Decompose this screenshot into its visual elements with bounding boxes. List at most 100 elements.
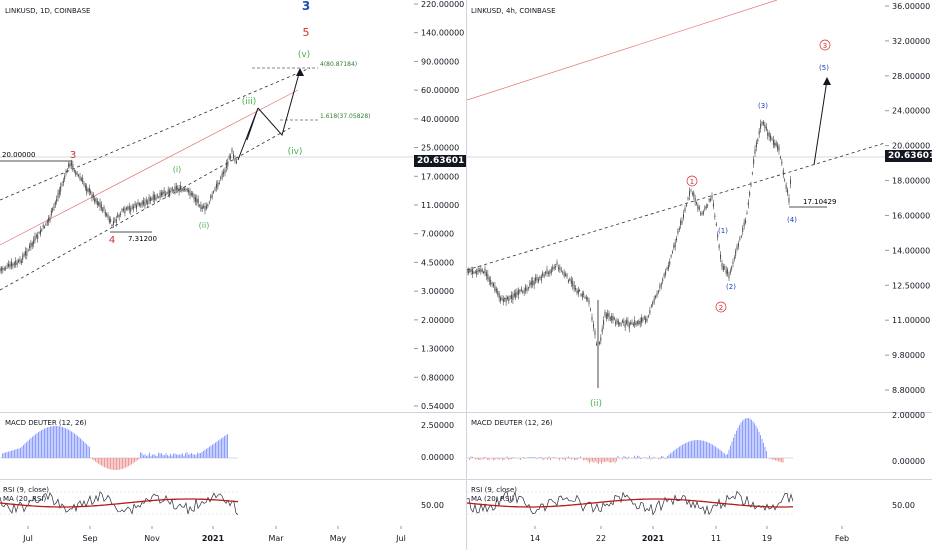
right-macd-bar: [667, 456, 668, 458]
right-candle: [619, 322, 621, 325]
left-macd-bar: [203, 450, 204, 458]
right-macd-bar: [626, 458, 628, 460]
left-price-tick-label: 7.00000: [421, 230, 454, 239]
left-price-tick-label: 4.50000: [421, 258, 454, 267]
left-macd-bar: [5, 452, 6, 458]
left-macd-bar: [59, 426, 60, 458]
right-macd-bar: [742, 420, 743, 458]
right-candle: [788, 197, 790, 203]
left-rsi-pane[interactable]: RSI (9, close) MA (20, RSI): [0, 480, 414, 526]
right-time-axis[interactable]: 14 22 2021 11 19 Feb: [467, 526, 885, 550]
right-candle: [616, 319, 618, 323]
right-chart-pane[interactable]: LINKUSD, 4h, COINBASE 17.10429 1 2 3 (1) (2) (…: [467, 0, 885, 412]
left-candle: [223, 171, 225, 175]
right-candle: [630, 322, 632, 325]
right-candle: [598, 342, 600, 345]
left-macd-chart: [0, 426, 238, 470]
right-price-tick-label: 11.00000: [892, 316, 930, 325]
left-candle: [160, 192, 162, 196]
right-candle: [711, 195, 713, 199]
left-candle: [171, 187, 173, 190]
left-price-axis[interactable]: 220.00000 140.00000 90.00000 60.00000 40.000…: [414, 0, 466, 526]
right-candle: [742, 227, 744, 232]
left-candle: [65, 170, 67, 174]
left-macd-bar: [57, 426, 59, 458]
left-macd-bar: [3, 452, 5, 458]
right-macd-bar: [503, 458, 505, 460]
left-price-tick-label: 1.30000: [421, 345, 454, 354]
left-main-chart[interactable]: 20.00000 7.31200 4(80.87184) 1.618(37.05828…: [0, 0, 414, 412]
right-rsi-ma-line: [467, 498, 794, 508]
left-macd-pane[interactable]: MACD DEUTER (12, 26): [0, 413, 414, 479]
right-macd-bar: [758, 431, 760, 458]
right-candle: [608, 313, 610, 318]
left-macd-bar: [149, 452, 150, 458]
left-candle: [137, 202, 139, 205]
right-candle: [576, 290, 578, 293]
right-macd-pane[interactable]: MACD DEUTER (12, 26): [467, 413, 885, 479]
left-macd-bar: [216, 441, 218, 458]
right-macd-bar: [649, 455, 650, 458]
right-candle: [691, 192, 693, 195]
right-macd-bar: [470, 456, 472, 458]
right-macd-bar: [716, 447, 718, 458]
right-candle: [631, 322, 633, 325]
right-candle: [770, 135, 772, 140]
right-price-axis[interactable]: 36.00000 32.00000 28.00000 24.00000 20.00000…: [885, 0, 932, 526]
right-candle: [787, 189, 789, 194]
left-candle: [118, 214, 120, 218]
left-candle: [197, 199, 199, 204]
right-rsi-chart: [467, 490, 794, 516]
right-macd-bar: [661, 456, 662, 458]
left-candle: [68, 163, 70, 168]
left-candle: [147, 201, 149, 205]
right-candle: [467, 269, 468, 273]
right-candle: [545, 271, 547, 274]
left-macd-bar: [83, 441, 84, 458]
right-candle: [509, 296, 511, 298]
right-divider-1: [467, 412, 932, 413]
right-macd-bar: [647, 458, 649, 460]
right-macd-bar: [685, 443, 686, 458]
left-macd-bar: [33, 435, 35, 458]
right-candle: [772, 140, 774, 145]
left-macd-bar: [180, 454, 182, 458]
right-macd-bar: [575, 458, 577, 460]
left-candle: [124, 208, 126, 214]
right-candle: [705, 205, 707, 208]
right-candle: [775, 142, 777, 146]
left-candle: [173, 190, 175, 192]
left-chart-pane[interactable]: LINKUSD, 1D, COINBASE 20.00000 7.31200 4(8…: [0, 0, 414, 412]
right-candle: [645, 317, 647, 323]
left-time-axis[interactable]: Jul Sep Nov 2021 Mar May Jul: [0, 526, 414, 550]
left-macd-bar: [2, 453, 3, 458]
right-candle: [777, 144, 779, 150]
right-macd-tick-label: 2.00000: [892, 411, 925, 420]
right-macd-bar: [617, 455, 619, 458]
right-candle: [694, 197, 696, 203]
right-candle: [779, 157, 781, 159]
left-candle: [200, 204, 202, 210]
right-macd-bar: [682, 444, 683, 458]
right-candle: [533, 281, 535, 286]
right-candle: [478, 269, 480, 272]
right-macd-bar: [776, 458, 778, 461]
left-price-tick-label: 2.00000: [421, 316, 454, 325]
right-macd-bar: [706, 441, 707, 458]
right-candle: [677, 230, 679, 234]
right-candle: [565, 273, 567, 276]
left-candle: [91, 194, 93, 199]
right-candle: [621, 320, 623, 323]
right-candle: [603, 320, 605, 325]
right-candle: [722, 266, 724, 271]
left-price-tick-label: 90.00000: [421, 57, 459, 66]
left-candle: [224, 169, 226, 174]
left-macd-bar: [39, 431, 41, 458]
right-rsi-pane[interactable]: RSI (9, close) MA (20, RSI): [467, 480, 885, 526]
left-divider-1: [0, 412, 466, 413]
right-candle: [505, 297, 507, 303]
right-main-chart[interactable]: 17.10429 1 2 3 (1) (2) (3) (4) (5) (ii): [467, 0, 885, 412]
right-macd-bar: [754, 423, 755, 458]
left-candle: [186, 188, 188, 191]
left-macd-bar: [207, 447, 209, 458]
